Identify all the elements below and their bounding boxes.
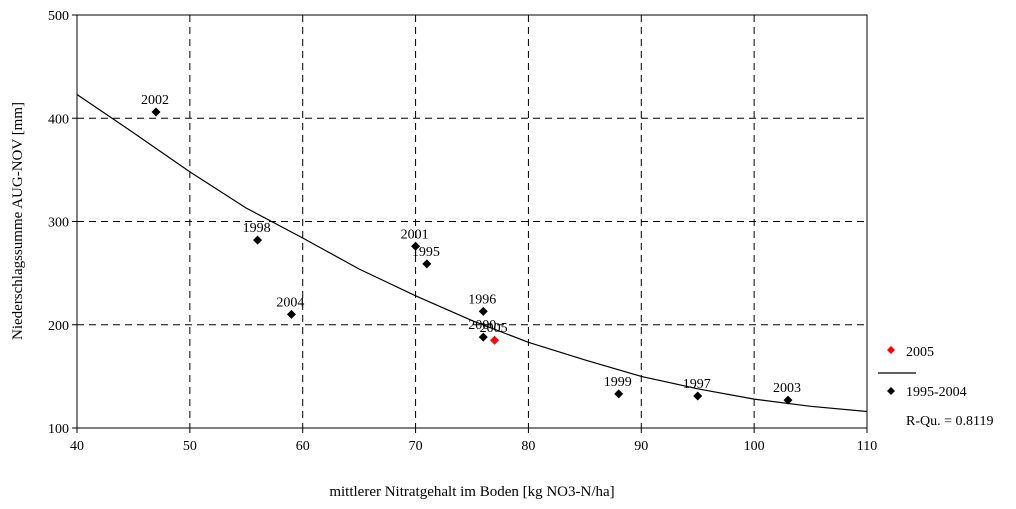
data-points: 2002 1998 2004 2001 1995 1996 2000 1999 1997 2003… [141,93,801,405]
y-tick-label-300: 300 [48,216,69,231]
y-tick-label-200: 200 [48,319,69,334]
data-point-2003 [783,395,793,405]
point-label-2002: 2002 [141,93,169,108]
y-tick-label-400: 400 [48,112,69,127]
data-point-2005 [490,335,500,345]
point-label-1995: 1995 [412,245,440,260]
point-label-1997: 1997 [683,377,711,392]
data-point-2002 [151,107,161,117]
x-tick-label-90: 90 [634,439,648,454]
data-point-2000 [478,332,488,342]
legend-label-1995-2004: 1995-2004 [906,385,967,400]
grid-lines [77,15,867,428]
x-tick-label-80: 80 [521,439,535,454]
x-axis-ticks: 40 50 60 70 80 90 100 110 [70,428,877,454]
legend: 2005 1995-2004 R-Qu. = 0.8119 [878,345,994,429]
data-point-1998 [253,235,263,245]
legend-label-2005: 2005 [906,345,934,360]
point-label-2001: 2001 [401,227,429,242]
data-point-2004 [286,309,296,319]
y-tick-label-100: 100 [48,422,69,437]
y-tick-label-500: 500 [48,9,69,24]
point-label-2004: 2004 [276,295,304,310]
legend-marker-2005 [887,346,895,354]
point-label-1996: 1996 [468,292,496,307]
point-label-1999: 1999 [604,375,632,390]
x-tick-label-40: 40 [70,439,84,454]
x-axis-label: mittlerer Nitratgehalt im Boden [kg NO3-… [329,484,614,500]
x-tick-label-60: 60 [296,439,310,454]
plot-area-frame [76,14,868,429]
legend-marker-1995-2004 [887,387,895,395]
y-axis-ticks: 100 200 300 400 500 [48,9,77,437]
data-point-1999 [614,389,624,399]
x-tick-label-70: 70 [409,439,423,454]
point-label-2005: 2005 [480,321,508,336]
point-label-2003: 2003 [773,381,801,396]
y-axis-label: Niederschlagssumme AUG-NOV [mm] [10,102,26,340]
legend-r-squared: R-Qu. = 0.8119 [906,414,994,429]
trend-line [76,94,868,413]
point-label-2000: 2000 [468,318,496,333]
data-point-1995 [422,259,432,269]
data-point-2001 [411,241,421,251]
data-point-1997 [693,391,703,401]
data-point-1996 [478,306,488,316]
point-label-1998: 1998 [243,221,271,236]
x-tick-label-50: 50 [183,439,197,454]
x-tick-label-110: 110 [857,439,877,454]
x-tick-label-100: 100 [744,439,765,454]
